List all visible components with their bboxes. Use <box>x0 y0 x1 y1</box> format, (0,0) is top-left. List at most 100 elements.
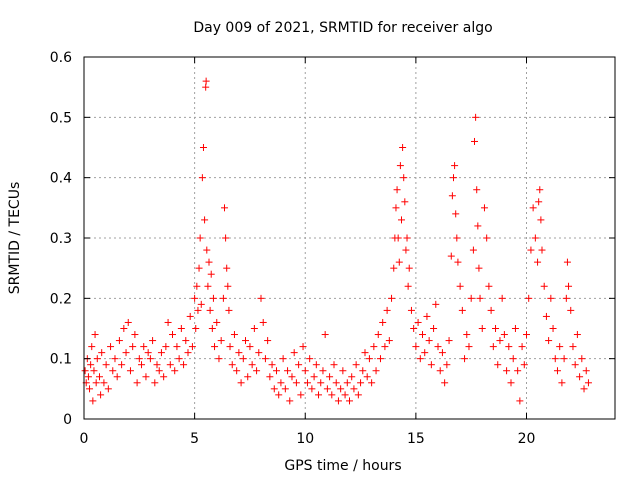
data-point <box>151 379 159 387</box>
data-point <box>107 343 115 351</box>
data-point <box>573 331 581 339</box>
data-point <box>299 343 307 351</box>
data-point <box>100 379 108 387</box>
data-point <box>233 367 241 375</box>
data-point <box>392 204 400 212</box>
data-point <box>503 367 511 375</box>
data-point <box>412 343 420 351</box>
data-point <box>441 379 449 387</box>
x-axis-label: GPS time / hours <box>284 458 401 474</box>
data-point <box>306 355 314 363</box>
data-point <box>494 361 502 369</box>
data-point <box>527 246 535 254</box>
data-point <box>86 385 94 393</box>
x-tick-label: 0 <box>80 431 89 447</box>
data-point <box>511 325 519 332</box>
data-point <box>202 83 210 91</box>
data-point <box>207 270 215 278</box>
data-point <box>434 343 442 351</box>
data-point <box>339 367 347 375</box>
data-point <box>480 204 488 212</box>
data-point <box>399 144 407 151</box>
data-point <box>534 258 542 266</box>
data-point <box>549 325 557 332</box>
data-point <box>124 318 132 326</box>
data-point <box>192 325 200 332</box>
data-point <box>317 379 325 387</box>
data-point <box>328 391 336 399</box>
data-point <box>191 294 199 302</box>
data-point <box>400 174 408 182</box>
data-point <box>414 318 422 326</box>
data-point <box>175 355 183 363</box>
data-point <box>268 361 276 369</box>
data-point <box>523 331 530 339</box>
data-point <box>365 355 373 363</box>
x-tick-label: 10 <box>296 431 314 447</box>
data-point <box>250 325 258 332</box>
data-point <box>363 373 371 381</box>
data-point <box>198 174 206 182</box>
data-point <box>538 246 546 254</box>
data-point <box>160 373 168 381</box>
chart-title: Day 009 of 2021, SRMTID for receiver alg… <box>193 20 492 36</box>
data-point <box>244 373 252 381</box>
y-tick-label: 0.4 <box>50 171 72 187</box>
data-point <box>120 325 128 332</box>
data-point <box>469 246 477 254</box>
data-point <box>284 367 292 375</box>
data-point <box>308 385 316 393</box>
data-point <box>520 361 528 369</box>
data-point <box>467 294 475 302</box>
data-point <box>529 204 537 212</box>
data-point <box>518 343 526 351</box>
data-point <box>109 367 117 375</box>
data-point <box>205 258 213 266</box>
data-point <box>199 144 207 151</box>
data-point <box>410 325 418 332</box>
data-point <box>98 349 106 357</box>
data-point <box>370 343 378 351</box>
data-point <box>567 306 575 314</box>
data-point <box>138 361 146 369</box>
y-tick-label: 0 <box>63 412 72 428</box>
data-point <box>372 367 380 375</box>
data-point <box>397 216 405 224</box>
data-point <box>396 162 404 170</box>
data-point <box>416 355 424 363</box>
data-point <box>164 318 172 326</box>
data-point <box>471 137 479 145</box>
data-point <box>319 367 327 375</box>
data-point <box>404 282 412 290</box>
data-point <box>157 349 165 357</box>
data-point <box>402 246 410 254</box>
data-point <box>224 282 232 290</box>
data-point <box>514 367 522 375</box>
data-point <box>113 373 121 381</box>
y-axis-label: SRMTID / TECUs <box>7 182 23 295</box>
data-point <box>228 361 236 369</box>
data-point <box>88 343 96 351</box>
data-point <box>463 331 471 339</box>
data-point <box>257 294 265 302</box>
data-point <box>537 216 545 224</box>
data-point <box>213 318 221 326</box>
data-point <box>478 325 486 332</box>
data-point <box>312 361 320 369</box>
data-point <box>516 397 524 405</box>
data-point <box>226 343 234 351</box>
data-point <box>393 186 401 194</box>
data-point <box>140 343 148 351</box>
data-point <box>222 234 230 242</box>
data-point <box>451 162 459 170</box>
data-point <box>498 294 506 302</box>
data-point <box>556 343 564 351</box>
y-tick-label: 0.5 <box>50 110 72 126</box>
data-point <box>483 234 491 242</box>
data-point <box>350 385 358 393</box>
data-point <box>427 361 435 369</box>
data-point <box>290 349 298 357</box>
data-point <box>419 331 427 339</box>
data-point <box>330 361 338 369</box>
data-point <box>310 373 318 381</box>
